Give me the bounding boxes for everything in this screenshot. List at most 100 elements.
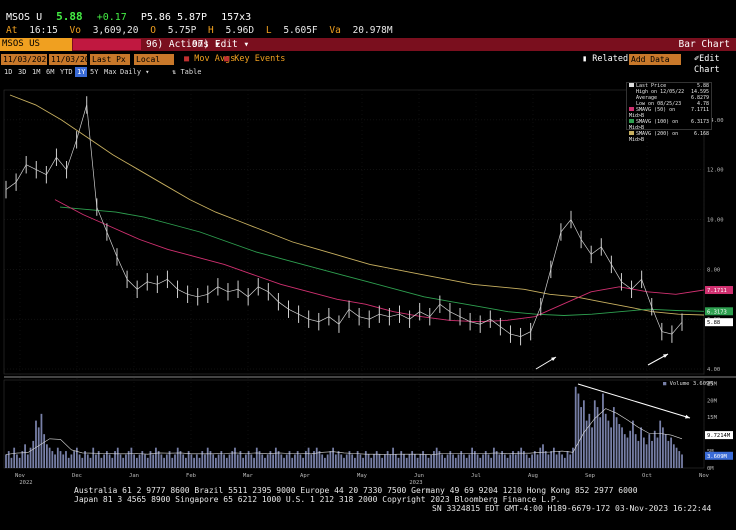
chart-annotations (535, 353, 691, 419)
month-tick-label: Sep (585, 473, 595, 479)
add-data-field[interactable]: Add Data (629, 54, 681, 65)
chart-axes: 14.0012.0010.008.006.004.0025M20M15M10M5… (15, 118, 733, 486)
volume-bar (413, 454, 416, 468)
volume-bar (185, 457, 187, 468)
volume-bar (152, 454, 155, 468)
tab-5y[interactable]: 5Y (90, 68, 99, 76)
volume-bar (21, 451, 24, 468)
tab-1m[interactable]: 1M (32, 68, 41, 76)
tab-max[interactable]: Max (104, 68, 117, 76)
volume-bar (294, 454, 296, 468)
volume-bar (528, 457, 531, 468)
volume-bar (670, 437, 672, 468)
stats-line: At 16:15 Vo 3,609,20 O 5.75P H 5.96D L 5… (6, 25, 399, 36)
volume-bar (370, 457, 373, 468)
volume-bar (588, 413, 591, 468)
legend-last-price: Last Price 5.88 (627, 83, 711, 89)
table-icon: ⇅ (172, 68, 177, 76)
volume-bar (165, 454, 168, 468)
currency-select[interactable]: Local CCY (134, 54, 174, 75)
volume-bar (482, 454, 484, 468)
volume-bar (389, 454, 392, 468)
volume-bar (547, 454, 550, 468)
volume-bar (176, 447, 179, 468)
volume-bar (512, 451, 514, 468)
volume-bar (642, 437, 645, 468)
volume-bar (217, 454, 220, 468)
volume-axis-tag (705, 431, 733, 440)
volume-bar (48, 447, 51, 468)
volume-bar (533, 451, 536, 468)
month-tick-label: Aug (528, 473, 538, 479)
price-axis-tag (705, 318, 733, 327)
end-date-field[interactable]: 11/03/2023 (49, 54, 100, 65)
volume-bar (288, 451, 291, 468)
volume-bar (607, 420, 610, 468)
price-line (5, 104, 683, 337)
volume-bar (67, 457, 70, 468)
security-field[interactable]: MSOS US Equity (0, 38, 72, 62)
edit-menu[interactable]: 97) Edit ▾ (192, 39, 250, 50)
mov-avgs-label: Mov Avgs (194, 54, 236, 64)
price-chart[interactable]: 14.0012.0010.008.006.004.0025M20M15M10M5… (0, 78, 736, 486)
legend-value: 5.88 (696, 83, 709, 89)
volume-bar (155, 447, 157, 468)
low-value: 5.605F (283, 25, 318, 36)
traded-value: 20.978M (352, 25, 393, 36)
ticker-label: MSOS U (6, 12, 43, 23)
date-toolbar: 11/03/2022 11/03/2023 Last Px Local CCY … (0, 54, 736, 75)
tab-6m[interactable]: 6M (46, 68, 55, 76)
volume-bar (250, 454, 253, 468)
key-events-button[interactable]: ■ Key Events (224, 54, 285, 65)
tab-ytd[interactable]: YTD (60, 68, 73, 76)
table-button[interactable]: ⇅ Table (172, 67, 202, 77)
tab-1y[interactable]: 1Y (75, 67, 88, 77)
volume-bar (433, 451, 435, 468)
price-field-select[interactable]: Last Px (90, 54, 130, 65)
tab-daily[interactable]: Daily ▾ (120, 68, 150, 76)
at-label: At (6, 25, 18, 36)
annotation-arrow-head (663, 354, 668, 358)
volume-bar (198, 457, 201, 468)
volume-bar (285, 454, 288, 468)
low-label: L (265, 25, 272, 36)
volume-bar (599, 417, 602, 468)
footer-line-2: Japan 81 3 4565 8900 Singapore 65 6212 1… (74, 495, 561, 504)
volume-bar (133, 454, 135, 468)
volume-bar (81, 457, 84, 468)
volume-bar (612, 407, 615, 468)
legend-label: Last Price (636, 83, 667, 89)
start-date-field[interactable]: 11/03/2022 (1, 54, 52, 65)
footer-line-3: SN 3324815 EDT GMT-4:00 H189-6679-172 03… (432, 504, 712, 513)
volume-bar (304, 451, 307, 468)
mov-avgs-button[interactable]: ■ Mov Avgs (184, 54, 235, 65)
volume-bar (419, 454, 422, 468)
legend-value: 6.3173 (690, 119, 709, 125)
volume-bar (550, 451, 553, 468)
price-axis-tag-label: 6.3173 (707, 309, 727, 315)
volume-bar (473, 451, 476, 468)
actions-menu[interactable]: 96) Actions ▾ (146, 39, 221, 50)
volume-average-line (5, 408, 683, 456)
volume-bar (269, 451, 272, 468)
volume-bar (332, 447, 334, 468)
volume-bar (392, 447, 394, 468)
tab-3d[interactable]: 3D (18, 68, 27, 76)
related-data-button[interactable]: ▮ Related Data (582, 54, 654, 65)
month-tick-label: Dec (72, 473, 82, 479)
price-lines (5, 94, 705, 346)
title-bar: MSOS US Equity 96) Actions ▾ 97) Edit ▾ … (0, 38, 736, 62)
volume-bar (345, 454, 348, 468)
volume-bar (78, 454, 81, 468)
legend-label: SMAVG (100) on Mid>B (629, 119, 679, 131)
volume-bar (182, 454, 185, 468)
volume-bar (378, 454, 381, 468)
command-field[interactable] (73, 39, 141, 50)
volume-bar (119, 454, 122, 468)
edit-chart-button[interactable]: ✐Edit Chart (694, 54, 736, 75)
volume-bar (476, 454, 479, 468)
volume-bar (351, 454, 354, 468)
tab-1d[interactable]: 1D (4, 68, 13, 76)
legend-low: Low on 08/25/23 4.78 (627, 101, 711, 107)
volume-bar (144, 454, 146, 468)
